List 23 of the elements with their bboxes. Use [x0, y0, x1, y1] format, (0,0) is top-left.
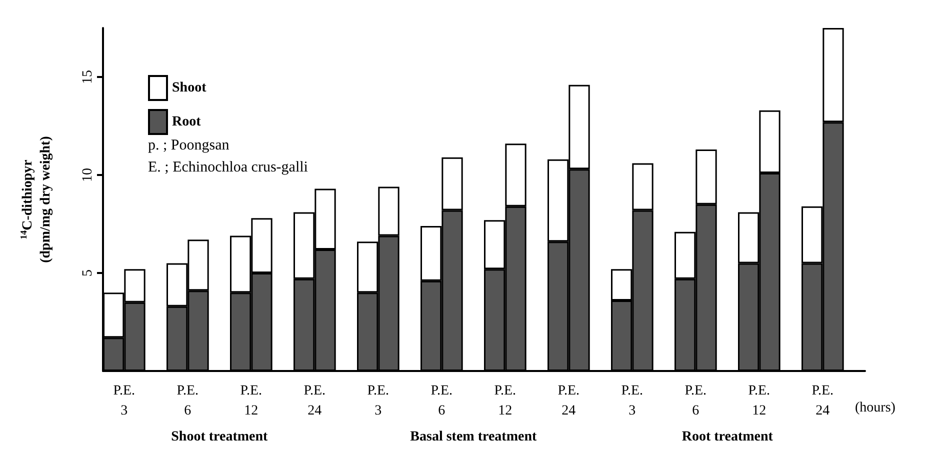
x-tick-label: P.E. 24: [558, 384, 580, 418]
y-tick-label: 15: [80, 70, 96, 84]
x-tick-label: P.E. 24: [812, 384, 834, 418]
x-tick-label: P.E. 6: [176, 384, 199, 418]
x-axis-title: (hours): [855, 400, 896, 416]
x-tick-label: P.E. 6: [684, 384, 707, 418]
x-tick-label: P.E. 3: [113, 384, 136, 418]
text: Root treatment: [682, 430, 774, 444]
x-tick-label: P.E. 6: [430, 384, 453, 418]
legend-label: Shoot: [172, 80, 207, 96]
x-tick-label: P.E. 24: [304, 384, 326, 418]
x-tick-label: P.E. 12: [494, 384, 516, 418]
text: Shoot treatment: [171, 430, 268, 444]
annotation: E. ; Echinochloa crus-galli: [148, 160, 308, 176]
x-tick-label: P.E. 3: [621, 384, 644, 418]
annotation: p. ; Poongsan: [148, 138, 230, 154]
y-tick-label: 10: [80, 168, 96, 182]
text: Basal stem treatment: [410, 430, 537, 444]
y-tick-label: 5: [80, 270, 96, 276]
x-tick-label: P.E. 12: [748, 384, 770, 418]
x-tick-label: P.E. 3: [367, 384, 390, 418]
x-tick-label: P.E. 12: [240, 384, 262, 418]
legend-label: Root: [172, 114, 202, 130]
